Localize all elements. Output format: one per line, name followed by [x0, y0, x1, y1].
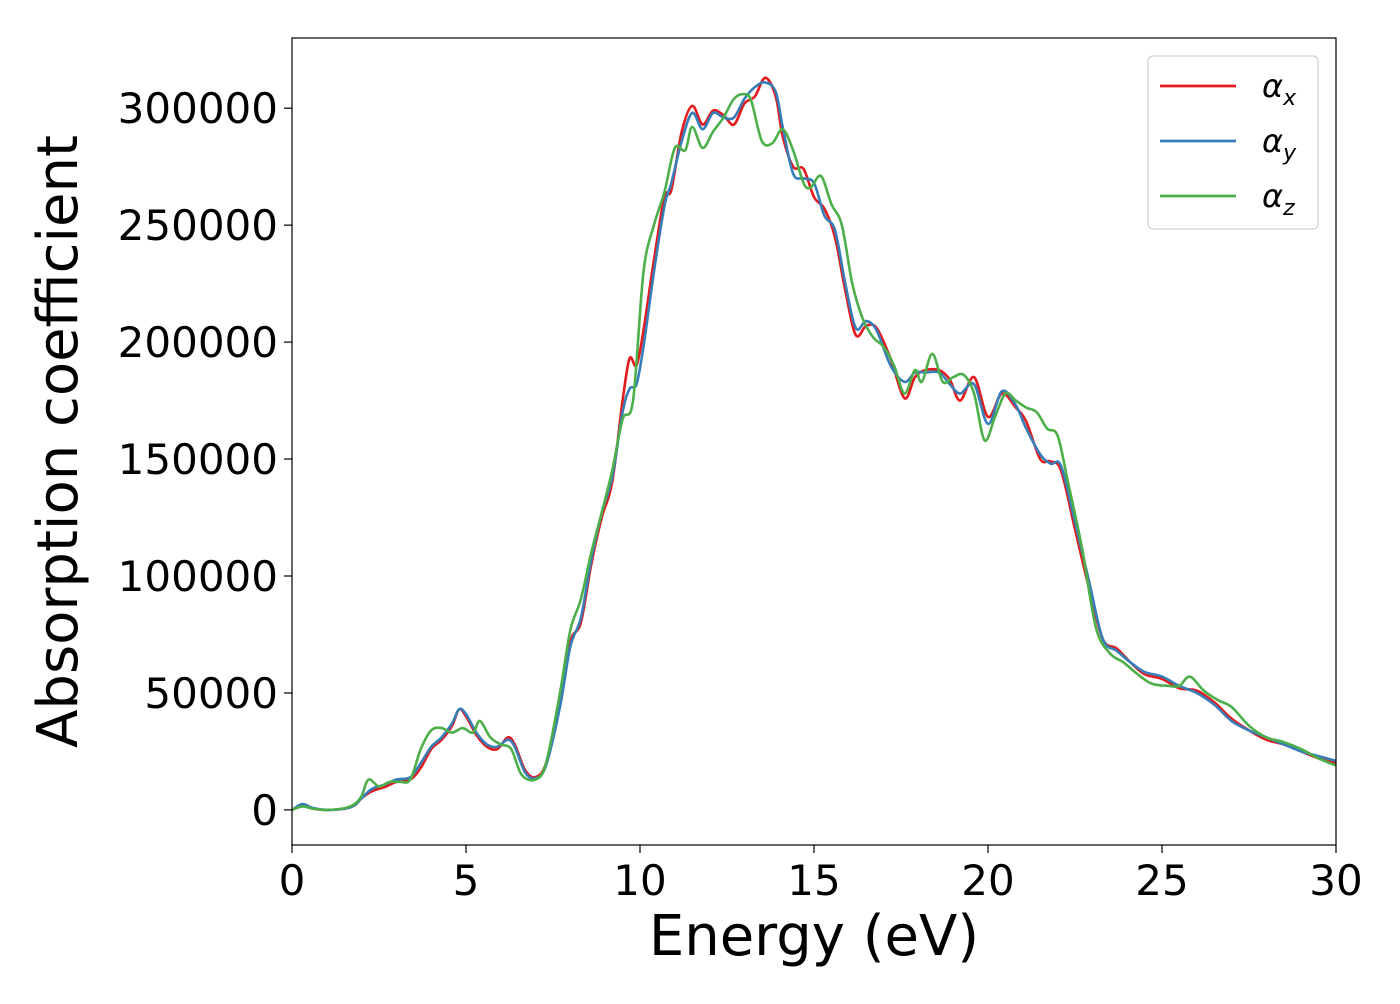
- series-layer: [292, 76, 1336, 812]
- y-axis-ticks: 0 50000 100000 150000 200000 250000 300000: [118, 84, 292, 835]
- x-axis-label: Energy (eV): [649, 904, 979, 969]
- legend-label-1: αx: [1262, 67, 1297, 111]
- x-tick-label: 25: [1135, 856, 1188, 905]
- legend: αx αy αz: [1147, 55, 1319, 230]
- x-tick-label: 0: [279, 856, 306, 905]
- y-tick-label: 0: [251, 786, 278, 835]
- x-tick-label: 15: [787, 856, 840, 905]
- x-axis-ticks: 0 5 10 15 20 25 30: [279, 845, 1363, 905]
- x-tick-label: 5: [453, 856, 480, 905]
- legend-label-2: αy: [1262, 122, 1297, 166]
- y-tick-label: 100000: [118, 552, 278, 601]
- y-tick-label: 50000: [144, 669, 278, 718]
- y-axis-label: Absorption coefficient: [26, 135, 91, 748]
- legend-box: [1147, 55, 1319, 230]
- y-tick-label: 200000: [118, 318, 278, 367]
- x-tick-label: 30: [1309, 856, 1362, 905]
- x-tick-label: 20: [961, 856, 1014, 905]
- y-tick-label: 250000: [118, 201, 278, 250]
- x-tick-label: 10: [613, 856, 666, 905]
- y-tick-label: 150000: [118, 435, 278, 484]
- legend-label-3: αz: [1262, 177, 1295, 221]
- y-tick-label: 300000: [118, 84, 278, 133]
- series-line-3: [292, 92, 1336, 812]
